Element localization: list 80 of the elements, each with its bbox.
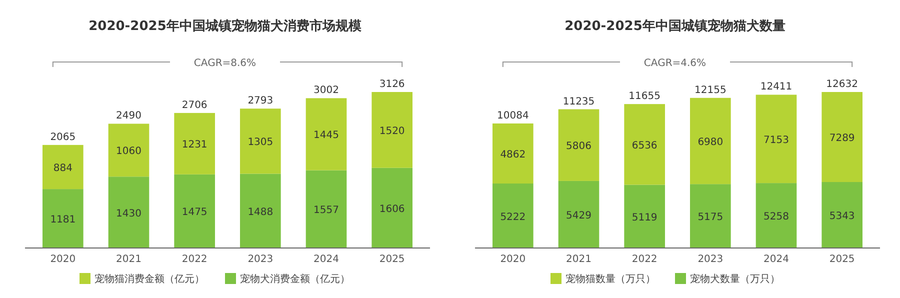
total-label: 2793 <box>248 96 274 107</box>
data-label: 1520 <box>379 126 405 137</box>
bar <box>690 184 731 248</box>
x-tick-label: 2022 <box>632 254 658 265</box>
bar <box>558 109 600 181</box>
total-label: 2706 <box>182 100 208 111</box>
x-tick-label: 2022 <box>182 254 208 265</box>
data-label: 1557 <box>314 205 339 216</box>
data-label: 7153 <box>764 134 789 146</box>
bar <box>174 112 215 174</box>
bar <box>372 168 412 248</box>
bar <box>756 183 797 248</box>
data-label: 4862 <box>500 149 526 160</box>
x-tick-label: 2020 <box>500 254 526 265</box>
data-label: 5175 <box>698 212 724 224</box>
bar <box>108 176 150 248</box>
data-label: 6980 <box>698 136 724 148</box>
bar <box>174 174 215 248</box>
total-label: 3002 <box>314 85 339 96</box>
bar <box>822 92 862 182</box>
bar <box>492 184 534 248</box>
bar <box>558 180 600 248</box>
x-tick-label: 2021 <box>116 254 142 265</box>
x-tick-label: 2024 <box>764 254 789 265</box>
data-label: 5119 <box>632 212 658 224</box>
data-label: 1475 <box>182 207 208 218</box>
data-label: 5258 <box>764 212 789 223</box>
bar <box>240 108 281 174</box>
data-label: 1445 <box>314 130 339 142</box>
bar <box>42 189 84 248</box>
text: CAGR=8.6% <box>194 58 256 69</box>
data-label: 1606 <box>379 204 405 215</box>
total-label: 11655 <box>628 91 660 102</box>
chart-title: 2020-2025年中国城镇宠物猫犬消费市场规模 <box>88 18 362 34</box>
total-label: 12632 <box>826 79 858 90</box>
data-label: 1488 <box>248 206 274 218</box>
x-tick-label: 2023 <box>248 254 274 265</box>
x-tick-label: 2025 <box>379 254 405 265</box>
bar <box>306 98 347 170</box>
bar <box>690 98 731 184</box>
data-label: 1060 <box>116 146 142 158</box>
bar <box>306 170 347 248</box>
legend-label: 宠物犬消费金额（亿元） <box>240 273 350 285</box>
x-tick-label: 2020 <box>50 254 76 265</box>
data-label: 7289 <box>829 133 855 144</box>
bar <box>372 92 412 168</box>
text: CAGR=4.6% <box>644 58 706 69</box>
bar <box>822 182 862 248</box>
bar <box>756 94 797 184</box>
total-label: 12155 <box>694 84 726 96</box>
x-tick-label: 2025 <box>829 254 855 265</box>
bar <box>108 124 150 177</box>
total-label: 2065 <box>50 132 76 143</box>
legend-label: 宠物犬数量（万只） <box>690 273 780 285</box>
total-label: 12411 <box>760 82 792 93</box>
legend-label: 宠物猫消费金额（亿元） <box>94 273 204 285</box>
data-label: 5343 <box>829 211 855 222</box>
data-label: 1305 <box>248 137 274 148</box>
x-tick-label: 2023 <box>698 254 724 265</box>
data-label: 6536 <box>632 140 658 152</box>
bar <box>42 144 84 190</box>
total-label: 3126 <box>379 79 405 90</box>
bar <box>492 123 534 184</box>
data-label: 884 <box>53 163 72 174</box>
data-label: 5429 <box>566 210 592 222</box>
data-label: 5222 <box>500 212 526 223</box>
total-label: 10084 <box>497 110 529 122</box>
data-label: 1231 <box>182 140 208 151</box>
x-tick-label: 2021 <box>566 254 592 265</box>
data-label: 1181 <box>50 214 76 226</box>
total-label: 11235 <box>562 96 595 108</box>
bar <box>240 174 281 248</box>
x-tick-label: 2024 <box>314 254 339 265</box>
bar <box>624 184 665 248</box>
data-label: 1430 <box>116 208 142 220</box>
data-label: 5806 <box>566 141 592 152</box>
bar <box>624 104 665 185</box>
total-label: 2490 <box>116 110 142 122</box>
chart-title: 2020-2025年中国城镇宠物猫犬数量 <box>564 18 786 34</box>
legend-label: 宠物猫数量（万只） <box>566 273 656 285</box>
